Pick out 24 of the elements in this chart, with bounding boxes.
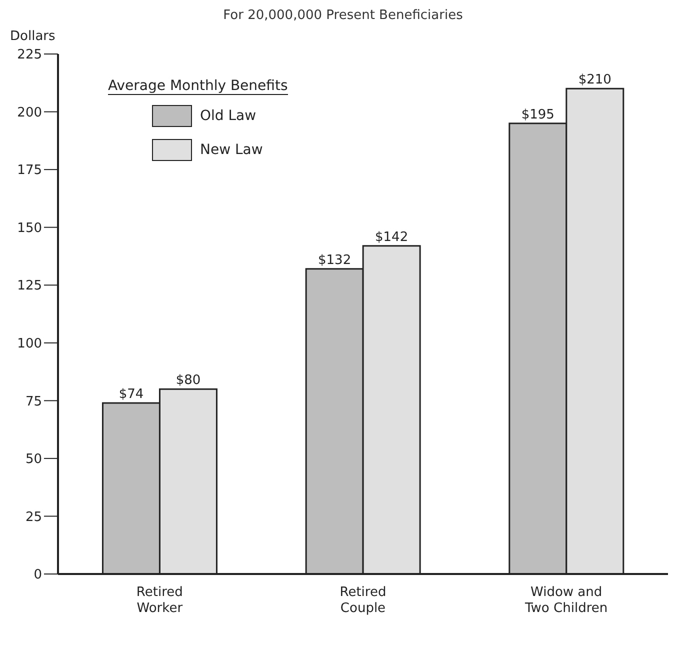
y-tick-label: 100	[17, 336, 42, 352]
y-tick-label: 50	[25, 452, 42, 468]
chart-title: For 20,000,000 Present Beneficiaries	[222, 8, 464, 24]
data-label: $74	[118, 386, 144, 402]
y-tick-label: 75	[25, 394, 42, 410]
y-tick-label: 150	[17, 220, 42, 236]
y-tick-label: 225	[17, 48, 42, 63]
data-label: $210	[578, 72, 612, 88]
data-label: $132	[318, 252, 352, 268]
data-label: $142	[375, 230, 408, 245]
y-axis-title: Dollars	[10, 29, 56, 44]
y-tick-label: 200	[17, 105, 42, 120]
y-tick-label: 125	[17, 278, 42, 294]
legend-label: New Law	[200, 142, 263, 158]
legend-label: Old Law	[200, 108, 256, 124]
x-tick-label: Retired Couple	[340, 585, 386, 616]
y-tick-label: 0	[34, 568, 42, 583]
data-label: $80	[176, 373, 201, 388]
y-tick-label: 25	[25, 510, 42, 525]
x-tick-label: Retired Worker	[136, 585, 184, 616]
legend-title: Average Monthly Benefits	[108, 78, 288, 95]
data-label: $195	[521, 107, 554, 122]
x-tick-label: Widow and Two Children	[524, 585, 608, 616]
y-tick-label: 175	[17, 163, 42, 178]
